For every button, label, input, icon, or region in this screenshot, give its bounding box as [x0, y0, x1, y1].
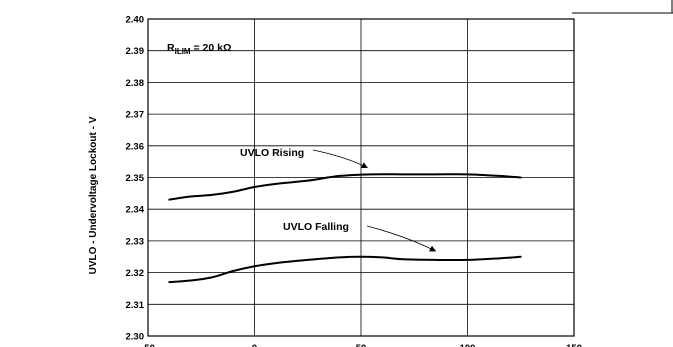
- x-tick-label: 50: [356, 343, 367, 347]
- condition-label: RILIM = 20 kΩ: [167, 42, 231, 56]
- y-tick-label: 2.40: [126, 15, 145, 26]
- annotation-arrow: [366, 225, 437, 252]
- x-tick-label: 0: [252, 343, 257, 347]
- annotations: UVLO Rising UVLO Falling: [240, 147, 437, 252]
- y-tick-label: 2.33: [126, 236, 145, 247]
- y-tick-label: 2.36: [126, 141, 145, 152]
- x-tick-label: 150: [566, 343, 582, 347]
- annotation-label: UVLO Falling: [283, 221, 349, 233]
- condition-label-sub: ILIM: [175, 47, 191, 56]
- series-line: [168, 255, 522, 284]
- plot-frame: [147, 18, 575, 337]
- series-lines: [168, 173, 522, 284]
- y-tick-label: 2.38: [126, 78, 145, 89]
- y-tick-label: 2.34: [126, 205, 145, 216]
- x-tick-label: 100: [460, 343, 476, 347]
- y-axis-title: UVLO - Undervoltage Lockout - V: [88, 116, 99, 274]
- x-tick-label: -50: [141, 343, 155, 347]
- series-line: [168, 173, 522, 201]
- y-tick-label: 2.32: [126, 268, 145, 279]
- tick-labels: 2.30 2.31 2.32 2.33 2.34 2.35 2.36 2.37 2.38 2.39…: [126, 15, 582, 347]
- y-tick-label: 2.31: [126, 300, 145, 311]
- annotation-arrow: [312, 149, 368, 169]
- y-tick-label: 2.39: [126, 46, 145, 57]
- y-tick-label: 2.35: [126, 173, 145, 184]
- y-tick-label: 2.30: [126, 332, 145, 343]
- y-tick-label: 2.37: [126, 110, 145, 121]
- condition-label-main: R: [167, 42, 175, 54]
- condition-label-rest: = 20 kΩ: [191, 42, 232, 54]
- annotation-label: UVLO Rising: [240, 147, 304, 159]
